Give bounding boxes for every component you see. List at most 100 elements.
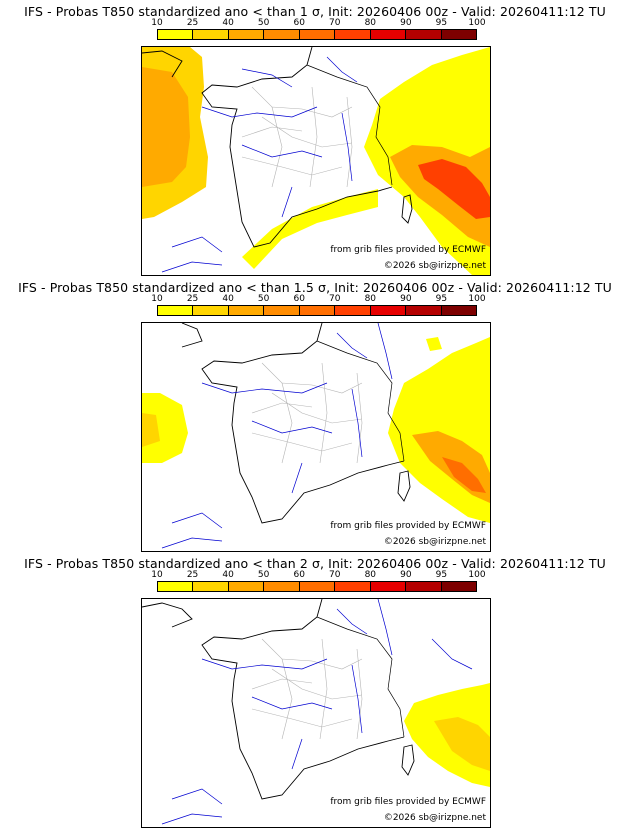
- scale-swatch: [299, 582, 336, 591]
- scale-tick: 40: [222, 18, 234, 28]
- country-borders: [316, 340, 405, 462]
- map-panel-1sigma: IFS - Probas T850 standardized ano < tha…: [0, 0, 630, 276]
- regional-borders: [251, 362, 363, 464]
- prob-area-atlantic-core: [142, 67, 190, 187]
- scale-swatch: [193, 306, 229, 315]
- scale-bar: [157, 29, 477, 40]
- scale-swatch: [406, 306, 442, 315]
- regional-borders: [251, 638, 363, 740]
- coastline: [201, 599, 405, 800]
- scale-tick: 95: [435, 570, 448, 580]
- scale-tick: 10: [151, 18, 163, 28]
- scale-tick: 40: [222, 570, 234, 580]
- copyright-note: ©2026 sb@irizpne.net: [383, 537, 486, 547]
- color-scale: 10 25 40 50 60 70 80 90 95 100: [151, 570, 486, 594]
- scale-tick: 100: [468, 18, 486, 28]
- panel-title: IFS - Probas T850 standardized ano < tha…: [18, 280, 612, 295]
- color-scale: 10 25 40 50 60 70 80 90 95 100: [151, 18, 486, 42]
- scale-swatch: [299, 306, 336, 315]
- prob-area-alps-core: [418, 159, 490, 219]
- scale-swatch: [228, 582, 265, 591]
- rivers: [161, 599, 473, 825]
- scale-tick: 70: [329, 18, 341, 28]
- scale-tick: 70: [329, 294, 341, 304]
- regional-borders: [241, 86, 353, 188]
- scale-bar: [157, 581, 477, 592]
- corsica: [401, 744, 415, 776]
- scale-tick: 60: [293, 570, 305, 580]
- scale-swatch: [335, 30, 371, 39]
- scale-swatch: [370, 306, 407, 315]
- scale-ticks: 10 25 40 50 60 70 80 90 95 100: [151, 294, 485, 305]
- scale-tick: 25: [186, 294, 199, 304]
- prob-area-alps-core: [442, 457, 486, 493]
- scale-tick: 60: [293, 18, 305, 28]
- scale-tick: 100: [468, 294, 486, 304]
- coastline: [142, 50, 183, 78]
- source-note: from grib files provided by ECMWF: [330, 245, 486, 255]
- scale-swatch: [228, 306, 265, 315]
- scale-tick: 25: [186, 570, 199, 580]
- scale-tick: 10: [151, 294, 163, 304]
- scale-ticks: 10 25 40 50 60 70 80 90 95 100: [151, 570, 485, 581]
- corsica: [401, 194, 413, 224]
- source-note: from grib files provided by ECMWF: [330, 521, 486, 531]
- corsica: [397, 470, 411, 502]
- coastline: [201, 323, 405, 524]
- rivers: [161, 323, 393, 549]
- coastline: [201, 47, 393, 248]
- panel-title: IFS - Probas T850 standardized ano < tha…: [24, 556, 606, 571]
- scale-tick: 50: [257, 18, 270, 28]
- scale-swatch: [193, 582, 229, 591]
- scale-tick: 80: [364, 294, 377, 304]
- coastline: [142, 602, 193, 628]
- color-scale: 10 25 40 50 60 70 80 90 95 100: [151, 294, 486, 318]
- scale-swatch: [158, 306, 194, 315]
- scale-tick: 90: [400, 570, 412, 580]
- scale-swatch: [193, 30, 229, 39]
- scale-tick: 60: [293, 294, 305, 304]
- map-panel-2sigma: IFS - Probas T850 standardized ano < tha…: [0, 552, 630, 828]
- scale-swatch: [264, 582, 300, 591]
- scale-tick: 50: [257, 570, 270, 580]
- scale-swatch: [228, 30, 265, 39]
- panel-title: IFS - Probas T850 standardized ano < tha…: [24, 4, 606, 19]
- map-frame: from grib files provided by ECMWF ©2026 …: [141, 598, 491, 828]
- scale-bar: [157, 305, 477, 316]
- france-map: [142, 599, 490, 825]
- copyright-note: ©2026 sb@irizpne.net: [383, 813, 486, 823]
- scale-tick: 100: [468, 570, 486, 580]
- scale-tick: 90: [400, 294, 412, 304]
- scale-tick: 95: [435, 18, 448, 28]
- map-frame: from grib files provided by ECMWF ©2026 …: [141, 46, 491, 276]
- scale-swatch: [299, 30, 336, 39]
- scale-swatch: [406, 582, 442, 591]
- scale-tick: 90: [400, 18, 412, 28]
- country-borders: [306, 64, 393, 186]
- scale-swatch: [335, 582, 371, 591]
- prob-area-atlantic-core: [142, 413, 160, 447]
- scale-swatch: [264, 30, 300, 39]
- scale-tick: 80: [364, 18, 377, 28]
- map-panel-1p5sigma: IFS - Probas T850 standardized ano < tha…: [0, 276, 630, 552]
- scale-swatch: [158, 582, 194, 591]
- scale-swatch: [441, 582, 476, 591]
- scale-tick: 80: [364, 570, 377, 580]
- scale-swatch: [264, 306, 300, 315]
- scale-tick: 50: [257, 294, 270, 304]
- scale-tick: 40: [222, 294, 234, 304]
- scale-tick: 25: [186, 18, 199, 28]
- country-borders: [316, 616, 405, 738]
- scale-swatch: [441, 30, 476, 39]
- france-map: [142, 323, 490, 549]
- france-map: [142, 47, 490, 275]
- scale-swatch: [370, 582, 407, 591]
- scale-swatch: [370, 30, 407, 39]
- scale-swatch: [406, 30, 442, 39]
- prob-area-atlantic: [142, 393, 188, 463]
- prob-area-east-mid: [434, 717, 490, 771]
- map-frame: from grib files provided by ECMWF ©2026 …: [141, 322, 491, 552]
- scale-swatch: [441, 306, 476, 315]
- scale-swatch: [335, 306, 371, 315]
- scale-tick: 10: [151, 570, 163, 580]
